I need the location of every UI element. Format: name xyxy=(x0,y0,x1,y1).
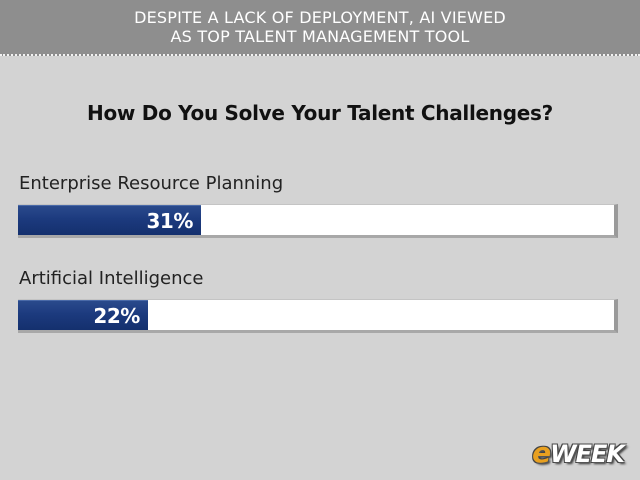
eweek-logo: eWEEK xyxy=(532,436,625,469)
bar-value-erp: 31% xyxy=(146,209,194,233)
category-label-ai: Artificial Intelligence xyxy=(19,268,204,289)
bar-value-ai: 22% xyxy=(93,304,140,328)
bar-track-erp: 31% xyxy=(18,204,618,238)
category-label-erp: Enterprise Resource Planning xyxy=(19,173,284,194)
bar-ai: 22% xyxy=(18,300,148,330)
bar-track-ai: 22% xyxy=(18,299,618,333)
slide-header: DESPITE A LACK OF DEPLOYMENT, AI VIEWED … xyxy=(0,0,640,56)
logo-accent-letter: e xyxy=(532,436,551,469)
bar-erp: 31% xyxy=(18,205,201,235)
chart-title: How Do You Solve Your Talent Challenges? xyxy=(87,101,553,125)
header-line-2: AS TOP TALENT MANAGEMENT TOOL xyxy=(170,27,470,46)
header-line-1: DESPITE A LACK OF DEPLOYMENT, AI VIEWED xyxy=(134,8,506,27)
logo-text: WEEK xyxy=(550,440,625,468)
